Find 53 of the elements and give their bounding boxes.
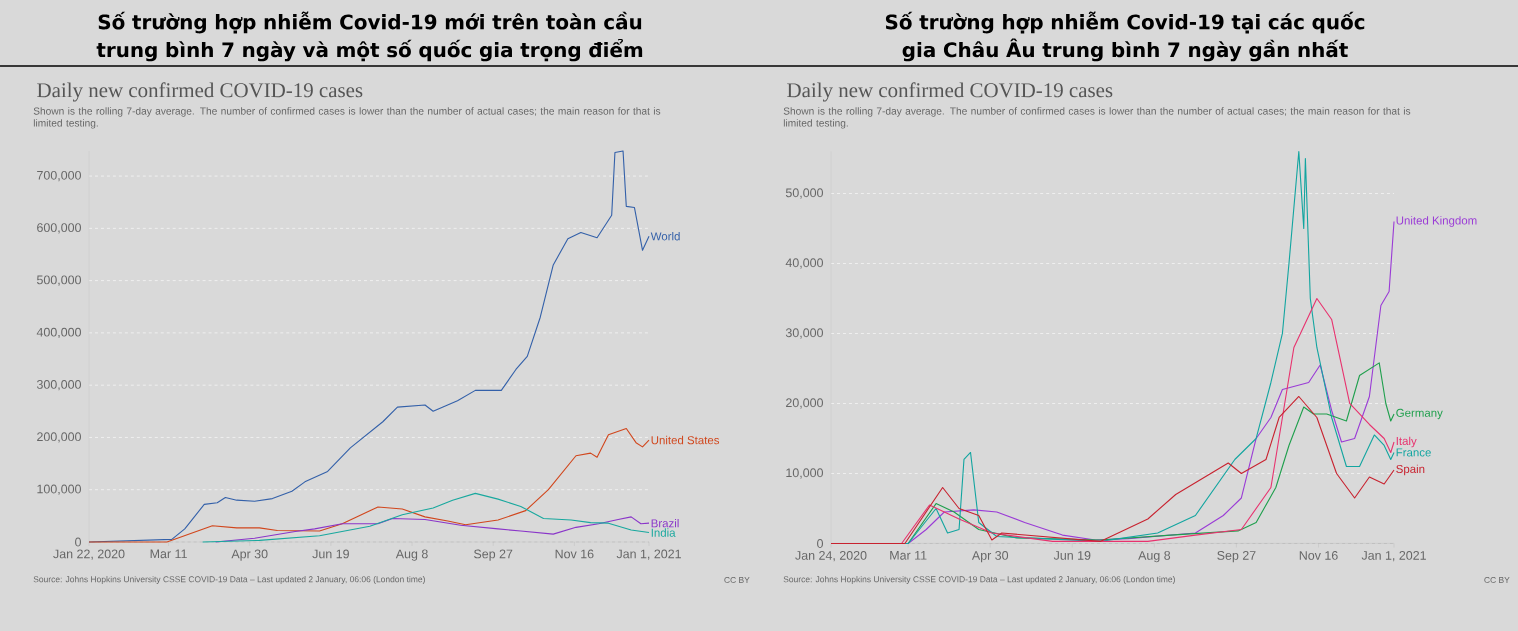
y-tick-label: 40,000	[785, 258, 824, 269]
series-label: Brazil	[651, 518, 679, 528]
y-tick-label: 0	[817, 539, 824, 548]
series-label: Germany	[1396, 408, 1443, 420]
x-tick-label: Aug 8	[395, 549, 428, 561]
x-tick-label: Aug 8	[1138, 551, 1171, 563]
x-tick-label: Sep 27	[474, 549, 513, 561]
x-tick-label: Apr 30	[231, 549, 268, 561]
y-tick-label: 30,000	[785, 328, 824, 339]
x-tick-label: Apr 30	[971, 551, 1009, 563]
chart-title: Số trường hợp nhiễm Covid-19 tại các quốc gia Châu Âu trung bình 7 ngày gần nhất	[885, 11, 1365, 62]
text: Shown is the rolling 7-day average. The number of confirmed cases is lower than the number of actual cases; the main reason for that is limited testing.	[33, 107, 661, 129]
y-tick-label: 600,000	[37, 223, 81, 234]
x-tick-label: Sep 27	[1217, 551, 1256, 563]
y-tick-label: 200,000	[37, 432, 81, 443]
x-tick-label: Jan 1, 2021	[616, 549, 681, 560]
series-label: United Kingdom	[1396, 216, 1477, 227]
y-tick-label: 700,000	[37, 170, 81, 182]
x-tick-label: Nov 16	[1299, 551, 1338, 560]
y-tick-label: 0	[75, 537, 82, 547]
line-series	[830, 395, 1395, 545]
x-tick-label: Nov 16	[555, 549, 594, 559]
x-tick-label: Jun 19	[312, 549, 349, 559]
chart-title: Số trường hợp nhiễm Covid-19 mới trên toàn cầu trung bình 7 ngày và một số quốc gia trọng điểm	[96, 11, 643, 62]
y-tick-label: 100,000	[37, 484, 81, 495]
chart-subtitle: Daily new confirmed COVID-19 cases	[787, 82, 1113, 102]
x-tick-label: Jan 24, 2020	[795, 551, 867, 562]
line-series	[215, 516, 650, 543]
text: Shown is the rolling 7-day average. The number of confirmed cases is lower than the number of actual cases; the main reason for that is limited testing.	[783, 107, 1411, 129]
x-tick-label: Mar 11	[150, 549, 187, 559]
x-tick-label: Jan 22, 2020	[53, 549, 125, 560]
source-note: Source: Johns Hopkins University CSSE COVID-19 Data – Last updated 2 January, 06:06 (London time)	[33, 576, 425, 584]
series-label: France	[1396, 448, 1431, 457]
y-tick-label: 10,000	[786, 468, 824, 479]
y-tick-label: 300,000	[36, 380, 81, 391]
text: CC BY	[1484, 576, 1510, 583]
series-label: World	[650, 231, 680, 241]
line-series	[88, 428, 650, 543]
source-note: Source: Johns Hopkins University CSSE COVID-19 Data – Last updated 2 January, 06:06 (London time)	[783, 576, 1175, 584]
y-tick-label: 50,000	[785, 188, 824, 199]
x-tick-label: Jan 1, 2021	[1361, 551, 1426, 562]
x-tick-label: Jun 19	[1053, 551, 1091, 560]
y-tick-label: 400,000	[36, 327, 81, 339]
y-tick-label: 500,000	[36, 275, 81, 286]
x-tick-label: Mar 11	[890, 551, 927, 560]
line-series	[202, 492, 650, 543]
series-label: India	[651, 528, 676, 537]
chart-subtitle: Daily new confirmed COVID-19 cases	[37, 82, 363, 102]
series-label: Spain	[1396, 464, 1425, 476]
series-label: United States	[651, 435, 720, 445]
y-tick-label: 20,000	[786, 398, 824, 409]
text: CC BY	[724, 576, 750, 583]
series-label: Italy	[1396, 436, 1417, 448]
